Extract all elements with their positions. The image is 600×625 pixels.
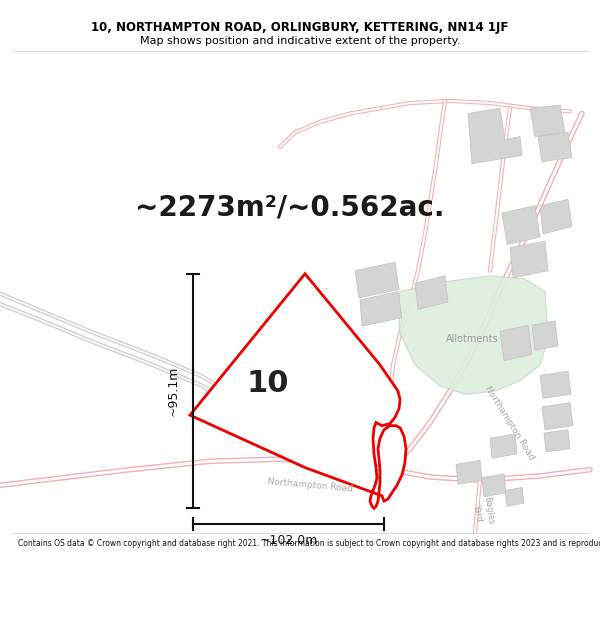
Polygon shape: [500, 325, 532, 361]
Text: Map shows position and indicative extent of the property.: Map shows position and indicative extent…: [140, 36, 460, 46]
Polygon shape: [290, 304, 334, 336]
Polygon shape: [510, 241, 548, 278]
Text: ~2273m²/~0.562ac.: ~2273m²/~0.562ac.: [135, 194, 445, 222]
Polygon shape: [260, 356, 299, 388]
Polygon shape: [360, 291, 402, 326]
Text: Northampton Road: Northampton Road: [484, 384, 536, 461]
Polygon shape: [532, 321, 558, 350]
Polygon shape: [502, 206, 540, 244]
Polygon shape: [190, 274, 406, 508]
Polygon shape: [258, 384, 297, 411]
Text: Allotments: Allotments: [446, 334, 499, 344]
Text: 10: 10: [247, 369, 289, 398]
Polygon shape: [490, 434, 517, 458]
Polygon shape: [482, 474, 506, 497]
Polygon shape: [540, 371, 571, 398]
Polygon shape: [505, 488, 524, 506]
Text: Northampton Road: Northampton Road: [267, 477, 353, 494]
Polygon shape: [540, 199, 572, 234]
Polygon shape: [468, 108, 522, 164]
Text: ~102.0m: ~102.0m: [259, 534, 317, 548]
Text: Bagies
Yard: Bagies Yard: [472, 496, 494, 527]
Polygon shape: [295, 329, 332, 359]
Polygon shape: [355, 262, 399, 298]
Polygon shape: [542, 402, 573, 430]
Text: Contains OS data © Crown copyright and database right 2021. This information is : Contains OS data © Crown copyright and d…: [18, 539, 600, 548]
Polygon shape: [544, 430, 570, 452]
Polygon shape: [530, 105, 565, 136]
Text: ~95.1m: ~95.1m: [167, 366, 179, 416]
Text: 10, NORTHAMPTON ROAD, ORLINGBURY, KETTERING, NN14 1JF: 10, NORTHAMPTON ROAD, ORLINGBURY, KETTER…: [91, 21, 509, 34]
Polygon shape: [415, 276, 448, 309]
Polygon shape: [456, 460, 482, 484]
Polygon shape: [398, 276, 548, 394]
Polygon shape: [538, 132, 572, 162]
